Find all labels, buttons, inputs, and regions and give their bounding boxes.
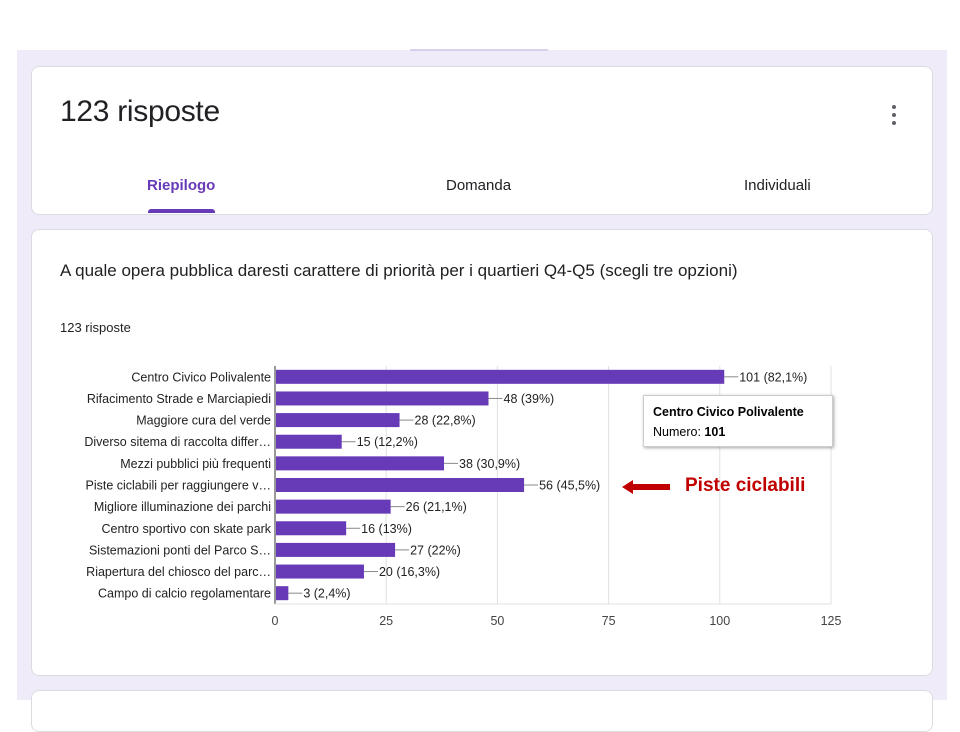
data-label: 28 (22,8%) <box>415 414 476 428</box>
tab-individuali[interactable]: Individuali <box>744 177 811 194</box>
category-label: Riapertura del chiosco del parc… <box>86 565 271 579</box>
responses-header-card: 123 risposte Riepilogo Domanda Individua… <box>31 66 933 215</box>
chart-bar <box>276 478 525 492</box>
chart-bar <box>276 542 396 557</box>
category-label: Mezzi pubblici più frequenti <box>120 457 271 471</box>
x-tick-label: 75 <box>602 614 616 628</box>
tooltip-title: Centro Civico Polivalente <box>653 405 804 419</box>
active-tab-indicator <box>148 209 215 213</box>
category-label: Piste ciclabili per raggiungere v… <box>85 479 271 493</box>
category-label: Maggiore cura del verde <box>136 414 271 428</box>
category-label: Centro sportivo con skate park <box>101 522 271 536</box>
category-label: Centro Civico Polivalente <box>131 370 271 384</box>
top-accent-bar <box>410 49 548 51</box>
chart-bar <box>276 434 342 449</box>
data-label: 56 (45,5%) <box>539 479 600 493</box>
x-tick-label: 100 <box>709 614 730 628</box>
chart-bar <box>276 499 391 514</box>
data-label: 3 (2,4%) <box>303 587 350 601</box>
category-label: Diverso sitema di raccolta differ… <box>84 435 271 449</box>
category-label: Sistemazioni ponti del Parco S… <box>89 543 271 557</box>
more-options-icon[interactable] <box>885 103 903 127</box>
question-summary-card: A quale opera pubblica daresti carattere… <box>31 229 933 676</box>
chart-bar <box>276 564 364 579</box>
chart-bar <box>276 413 400 428</box>
chart-bar <box>276 586 289 601</box>
chart-bar <box>276 456 445 471</box>
chart-tooltip: Centro Civico Polivalente Numero: 101 <box>643 395 833 447</box>
category-label: Migliore illuminazione dei parchi <box>94 500 271 514</box>
chart-bar <box>276 369 725 384</box>
question-title: A quale opera pubblica daresti carattere… <box>60 261 738 280</box>
x-tick-label: 125 <box>821 614 842 628</box>
tooltip-value: 101 <box>704 425 726 439</box>
data-label: 38 (30,9%) <box>459 457 520 471</box>
chart-bar <box>276 521 347 536</box>
tab-domanda[interactable]: Domanda <box>446 177 512 194</box>
data-label: 101 (82,1%) <box>739 370 807 384</box>
chart-bar <box>276 391 489 406</box>
data-label: 48 (39%) <box>504 392 555 406</box>
data-label: 27 (22%) <box>410 543 461 557</box>
x-tick-label: 0 <box>272 614 279 628</box>
category-label: Campo di calcio regolamentare <box>98 587 271 601</box>
data-label: 20 (16,3%) <box>379 565 440 579</box>
tab-riepilogo[interactable]: Riepilogo <box>147 177 216 194</box>
data-label: 15 (12,2%) <box>357 435 418 449</box>
x-tick-label: 50 <box>490 614 504 628</box>
tooltip-label: Numero: <box>653 425 701 439</box>
x-tick-label: 25 <box>379 614 393 628</box>
data-label: 16 (13%) <box>361 522 412 536</box>
question-response-count: 123 risposte <box>60 320 131 335</box>
category-label: Rifacimento Strade e Marciapiedi <box>87 392 271 406</box>
tooltip-value-line: Numero: 101 <box>653 425 725 439</box>
data-label: 26 (21,1%) <box>406 500 467 514</box>
responses-title: 123 risposte <box>60 95 220 128</box>
annotation-label: Piste ciclabili <box>685 475 806 496</box>
